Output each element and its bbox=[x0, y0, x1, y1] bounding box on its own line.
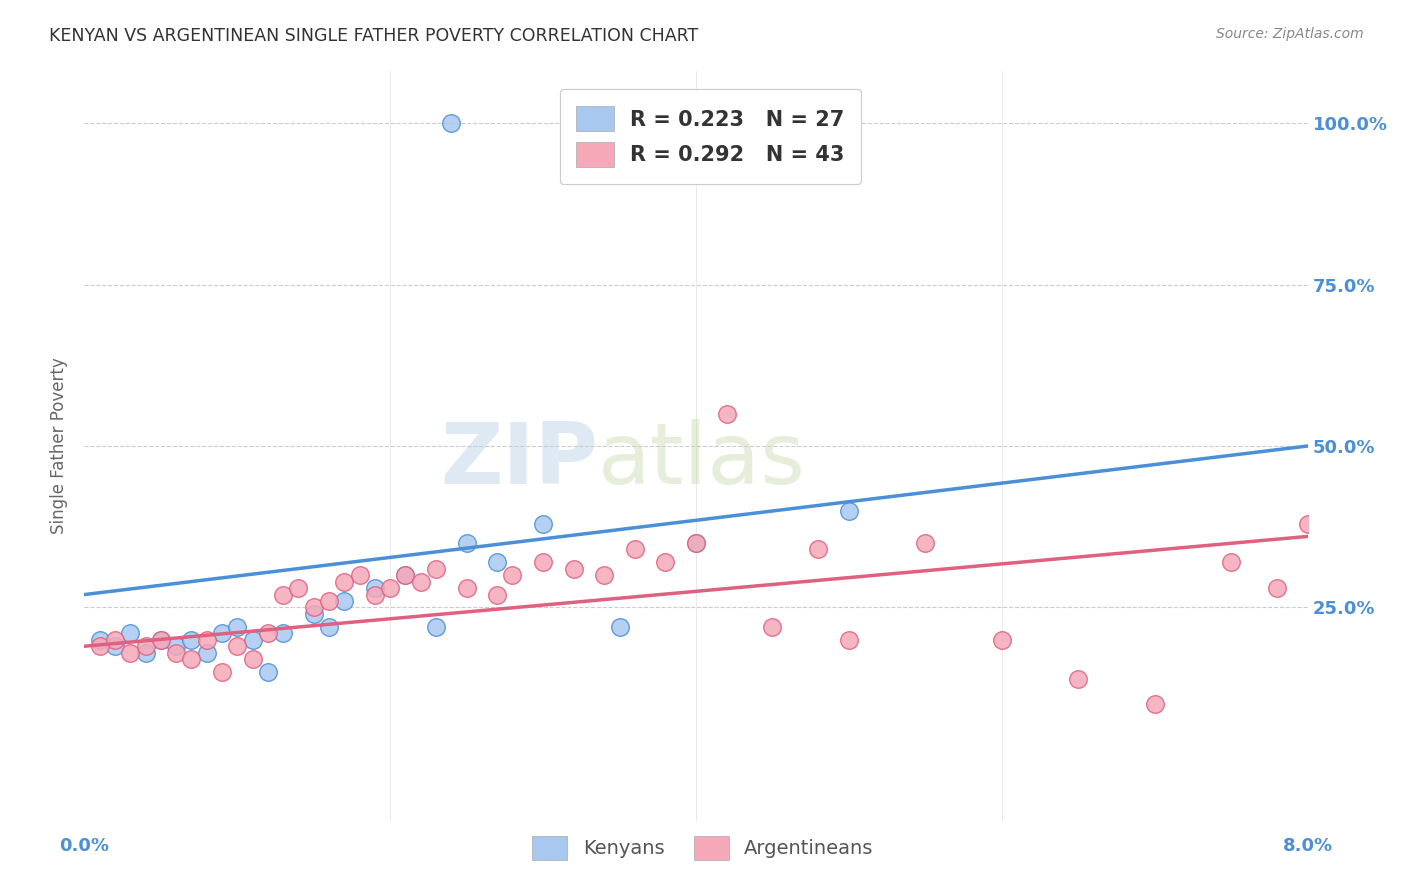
Point bbox=[271, 626, 294, 640]
Point bbox=[120, 626, 142, 640]
Point bbox=[257, 665, 280, 679]
Point bbox=[716, 407, 738, 421]
Point bbox=[593, 568, 616, 582]
Point bbox=[364, 581, 387, 595]
Point bbox=[609, 620, 631, 634]
Point bbox=[914, 536, 936, 550]
Point bbox=[685, 536, 707, 550]
Point bbox=[486, 555, 509, 569]
Point bbox=[562, 562, 585, 576]
Point bbox=[1296, 516, 1319, 531]
Point bbox=[226, 639, 249, 653]
Point bbox=[302, 607, 325, 621]
Point bbox=[333, 594, 356, 608]
Point bbox=[531, 555, 554, 569]
Point bbox=[380, 581, 402, 595]
Point bbox=[761, 620, 783, 634]
Point bbox=[180, 632, 202, 647]
Point bbox=[1220, 555, 1243, 569]
Point bbox=[211, 626, 233, 640]
Text: Source: ZipAtlas.com: Source: ZipAtlas.com bbox=[1216, 27, 1364, 41]
Point bbox=[624, 542, 647, 557]
Point bbox=[578, 116, 600, 130]
Point bbox=[195, 646, 218, 660]
Point bbox=[654, 555, 676, 569]
Point bbox=[135, 639, 157, 653]
Point bbox=[349, 568, 371, 582]
Point bbox=[425, 620, 447, 634]
Point bbox=[271, 588, 294, 602]
Point bbox=[242, 632, 264, 647]
Text: atlas: atlas bbox=[598, 419, 806, 502]
Text: 0.0%: 0.0% bbox=[59, 838, 110, 855]
Point bbox=[1143, 698, 1166, 712]
Point bbox=[531, 516, 554, 531]
Legend: R = 0.223   N = 27, R = 0.292   N = 43: R = 0.223 N = 27, R = 0.292 N = 43 bbox=[560, 89, 862, 184]
Point bbox=[838, 632, 860, 647]
Point bbox=[302, 600, 325, 615]
Point bbox=[364, 588, 387, 602]
Legend: Kenyans, Argentineans: Kenyans, Argentineans bbox=[519, 822, 887, 873]
Point bbox=[149, 632, 172, 647]
Point bbox=[991, 632, 1014, 647]
Text: ZIP: ZIP bbox=[440, 419, 598, 502]
Point bbox=[394, 568, 416, 582]
Point bbox=[149, 632, 172, 647]
Point bbox=[120, 646, 142, 660]
Point bbox=[456, 581, 478, 595]
Point bbox=[394, 568, 416, 582]
Point bbox=[165, 639, 187, 653]
Point bbox=[333, 574, 356, 589]
Point bbox=[135, 646, 157, 660]
Point bbox=[318, 620, 340, 634]
Point bbox=[104, 639, 127, 653]
Point bbox=[195, 632, 218, 647]
Point bbox=[486, 588, 509, 602]
Point bbox=[456, 536, 478, 550]
Point bbox=[318, 594, 340, 608]
Point bbox=[242, 652, 264, 666]
Point bbox=[409, 574, 432, 589]
Point bbox=[425, 562, 447, 576]
Point bbox=[1265, 581, 1288, 595]
Point bbox=[211, 665, 233, 679]
Y-axis label: Single Father Poverty: Single Father Poverty bbox=[51, 358, 69, 534]
Point bbox=[807, 542, 830, 557]
Point bbox=[257, 626, 280, 640]
Point bbox=[104, 632, 127, 647]
Point bbox=[287, 581, 309, 595]
Point bbox=[180, 652, 202, 666]
Point bbox=[502, 568, 524, 582]
Text: KENYAN VS ARGENTINEAN SINGLE FATHER POVERTY CORRELATION CHART: KENYAN VS ARGENTINEAN SINGLE FATHER POVE… bbox=[49, 27, 699, 45]
Point bbox=[1067, 672, 1090, 686]
Point bbox=[838, 503, 860, 517]
Point bbox=[440, 116, 463, 130]
Point bbox=[226, 620, 249, 634]
Point bbox=[89, 639, 111, 653]
Text: 8.0%: 8.0% bbox=[1282, 838, 1333, 855]
Point bbox=[89, 632, 111, 647]
Point bbox=[165, 646, 187, 660]
Point bbox=[685, 536, 707, 550]
